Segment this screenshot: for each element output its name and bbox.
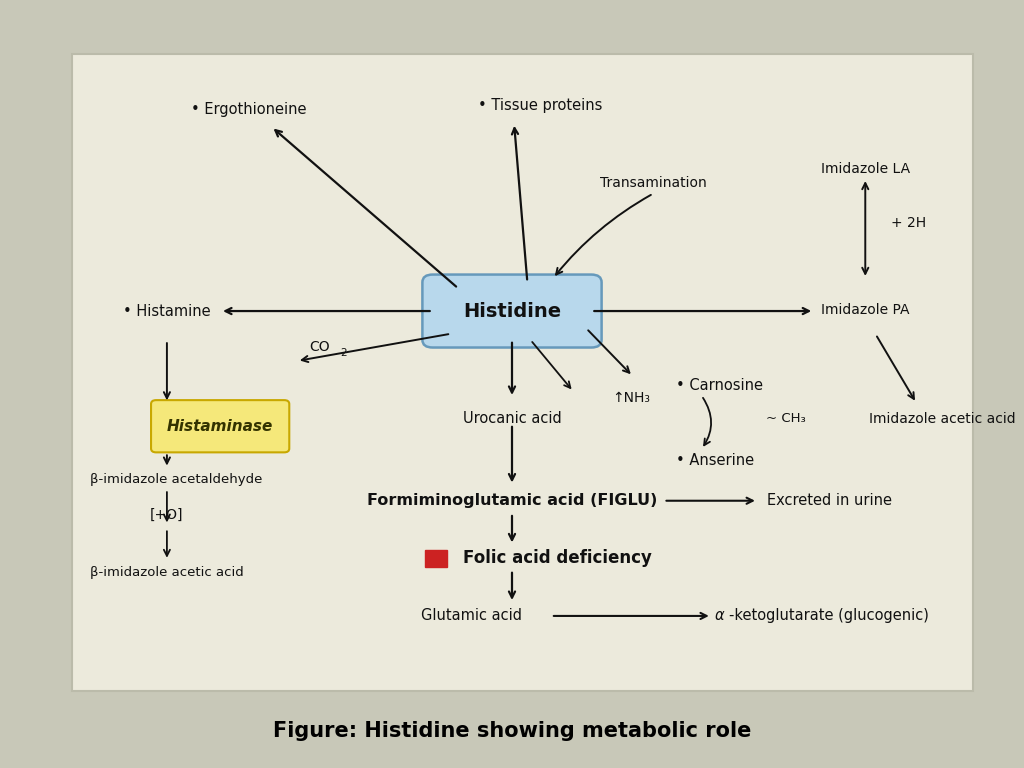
FancyBboxPatch shape [72, 54, 973, 691]
Text: [+O]: [+O] [151, 508, 183, 521]
Text: Urocanic acid: Urocanic acid [463, 411, 561, 426]
Text: Histaminase: Histaminase [167, 419, 273, 434]
Text: Glutamic acid: Glutamic acid [421, 608, 521, 624]
Text: • Ergothioneine: • Ergothioneine [191, 101, 306, 117]
Text: -ketoglutarate (glucogenic): -ketoglutarate (glucogenic) [729, 608, 929, 624]
Text: 2: 2 [340, 348, 346, 359]
Text: Histidine: Histidine [463, 302, 561, 320]
FancyBboxPatch shape [152, 400, 289, 452]
FancyBboxPatch shape [422, 275, 601, 347]
Text: Figure: Histidine showing metabolic role: Figure: Histidine showing metabolic role [272, 721, 752, 741]
Text: β-imidazole acetaldehyde: β-imidazole acetaldehyde [90, 474, 262, 486]
Text: α: α [715, 608, 724, 624]
Text: • Tissue proteins: • Tissue proteins [478, 98, 603, 114]
Text: CO: CO [309, 340, 330, 354]
Text: Imidazole LA: Imidazole LA [820, 162, 910, 176]
Text: + 2H: + 2H [891, 216, 926, 230]
Text: ~ CH₃: ~ CH₃ [766, 412, 806, 425]
Text: • Anserine: • Anserine [676, 453, 754, 468]
Text: ↑NH₃: ↑NH₃ [612, 391, 650, 405]
Text: • Histamine: • Histamine [123, 303, 211, 319]
Bar [425, 550, 447, 567]
Text: Excreted in urine: Excreted in urine [767, 493, 892, 508]
Text: Transamination: Transamination [600, 176, 707, 190]
Text: Folic acid deficiency: Folic acid deficiency [463, 549, 651, 568]
Text: Imidazole PA: Imidazole PA [821, 303, 909, 316]
Text: Formiminoglutamic acid (FIGLU): Formiminoglutamic acid (FIGLU) [367, 493, 657, 508]
Text: Imidazole acetic acid: Imidazole acetic acid [868, 412, 1016, 425]
Text: • Carnosine: • Carnosine [676, 378, 763, 393]
Text: β-imidazole acetic acid: β-imidazole acetic acid [90, 566, 244, 578]
